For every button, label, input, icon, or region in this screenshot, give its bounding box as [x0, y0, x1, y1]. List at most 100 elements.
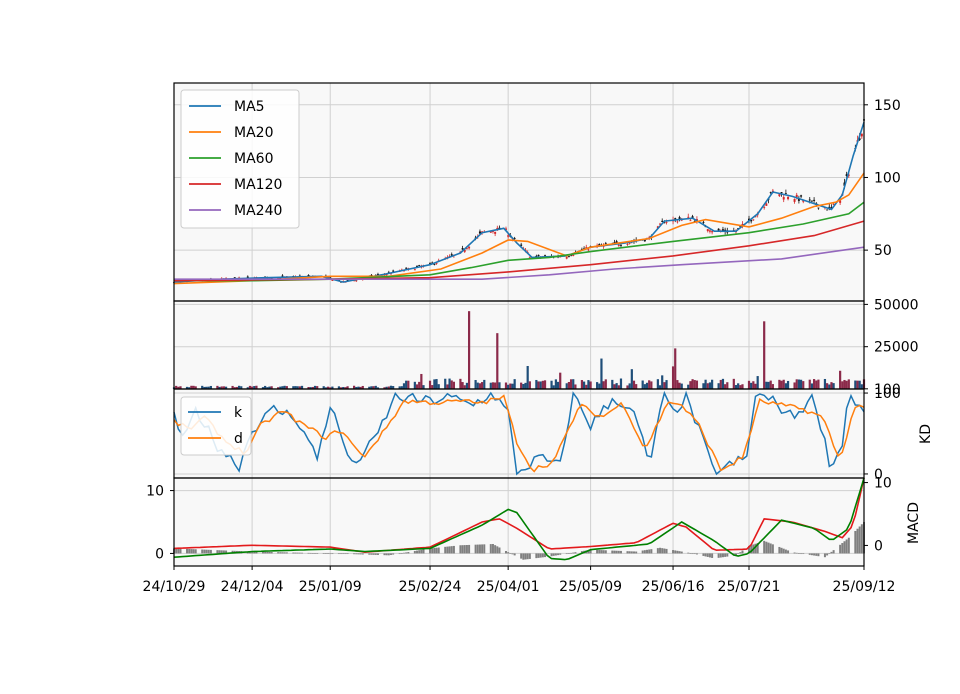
legend-label-ma5: MA5 — [234, 99, 265, 115]
macd-histogram-bar — [860, 524, 863, 554]
macd-histogram-bar — [201, 549, 204, 554]
macd-histogram-bar — [856, 528, 859, 554]
macd-histogram-bar — [329, 553, 332, 555]
candle-body — [847, 174, 850, 176]
candle-body — [800, 195, 803, 197]
volume-bar — [407, 380, 410, 389]
macd-histogram-bar — [572, 552, 575, 554]
volume-bar — [704, 379, 707, 389]
macd-histogram-bar — [672, 550, 675, 554]
macd-histogram-bar — [403, 552, 405, 554]
volume-bar — [632, 380, 636, 389]
volume-bar — [741, 384, 744, 389]
candle-body — [491, 231, 494, 232]
candle-body — [810, 200, 813, 202]
macd-histogram-bar — [767, 542, 770, 554]
volume-bar — [231, 385, 234, 389]
macd-histogram-bar — [444, 546, 447, 554]
macd-histogram-bar — [793, 552, 796, 554]
volume-bar — [224, 386, 228, 389]
candle-body — [494, 231, 497, 234]
macd-histogram-bar — [524, 553, 527, 560]
volume-bar — [222, 386, 226, 389]
volume-bar — [355, 386, 358, 389]
volume-bar — [316, 386, 319, 389]
macd-histogram-bar — [207, 549, 210, 554]
macd-histogram-bar — [687, 552, 690, 554]
candle-body — [706, 229, 709, 232]
candle-body — [416, 265, 419, 267]
volume-bar — [352, 385, 356, 389]
volume-bar — [216, 385, 219, 389]
macd-histogram-bar — [847, 537, 850, 554]
candle-body — [708, 230, 711, 232]
volume-bar — [175, 385, 178, 389]
volume-bar — [387, 386, 390, 389]
macd-histogram-bar — [392, 553, 395, 555]
macd-histogram-bar — [433, 547, 436, 554]
candle-body — [860, 133, 863, 137]
macd-histogram-bar — [826, 553, 829, 556]
volume-bar — [752, 381, 755, 389]
volume-bar — [693, 380, 696, 389]
volume-bar — [689, 381, 692, 389]
macd-histogram-bar — [264, 551, 267, 554]
macd-histogram-bar — [839, 544, 842, 554]
macd-histogram-bar — [316, 553, 319, 554]
macd-histogram-bar — [478, 544, 481, 554]
macd-histogram-bar — [802, 553, 805, 555]
volume-bar — [635, 384, 638, 389]
candle-body — [643, 239, 646, 242]
macd-histogram-bar — [218, 550, 221, 554]
candle-body — [858, 138, 861, 140]
price-y-tick-label: 150 — [874, 98, 901, 114]
volume-bar — [650, 381, 653, 389]
macd-y-tick-label-right: 0 — [874, 538, 883, 554]
macd-histogram-bar — [539, 553, 542, 558]
macd-histogram-bar — [498, 547, 501, 554]
volume-bar — [572, 379, 575, 389]
volume-bar — [799, 379, 803, 389]
volume-bar — [509, 383, 512, 389]
macd-histogram-bar — [253, 551, 256, 554]
candle-body — [583, 248, 586, 250]
candle-body — [787, 197, 790, 200]
volume-bar — [522, 384, 525, 389]
volume-bar — [415, 384, 419, 389]
volume-bar — [658, 385, 662, 389]
volume-bar — [734, 385, 738, 389]
candle-body — [795, 194, 798, 198]
kd-y-tick-label: 0 — [874, 467, 883, 483]
volume-bar — [676, 380, 679, 389]
volume-bar — [459, 378, 462, 389]
volume-bar — [446, 384, 449, 389]
macd-histogram-bar — [190, 549, 193, 554]
volume-bar — [680, 383, 683, 389]
macd-histogram-bar — [314, 553, 317, 554]
candle-body — [405, 267, 408, 269]
candle-body — [676, 221, 679, 223]
macd-histogram-bar — [567, 553, 570, 554]
candle-body — [717, 228, 720, 231]
macd-histogram-bar — [795, 552, 798, 554]
candle-body — [246, 276, 249, 278]
volume-bar — [329, 387, 332, 389]
candle-body — [513, 238, 516, 239]
candle-body — [463, 250, 466, 252]
macd-histogram-bar — [635, 551, 638, 554]
macd-histogram-bar — [771, 544, 774, 554]
volume-bar — [574, 384, 577, 389]
price-y-tick-label: 50 — [874, 243, 892, 259]
macd-histogram-bar — [429, 548, 432, 554]
volume-bar — [817, 379, 820, 389]
candle-body — [721, 229, 724, 232]
candle-body — [750, 220, 753, 222]
volume-bar — [398, 386, 401, 389]
macd-histogram-bar — [587, 550, 590, 554]
volume-bar — [615, 383, 618, 389]
volume-bar — [539, 381, 542, 389]
candle-body — [385, 274, 388, 276]
x-tick-label: 25/04/01 — [477, 579, 540, 595]
macd-histogram-bar — [346, 553, 349, 555]
volume-bar — [691, 379, 694, 389]
